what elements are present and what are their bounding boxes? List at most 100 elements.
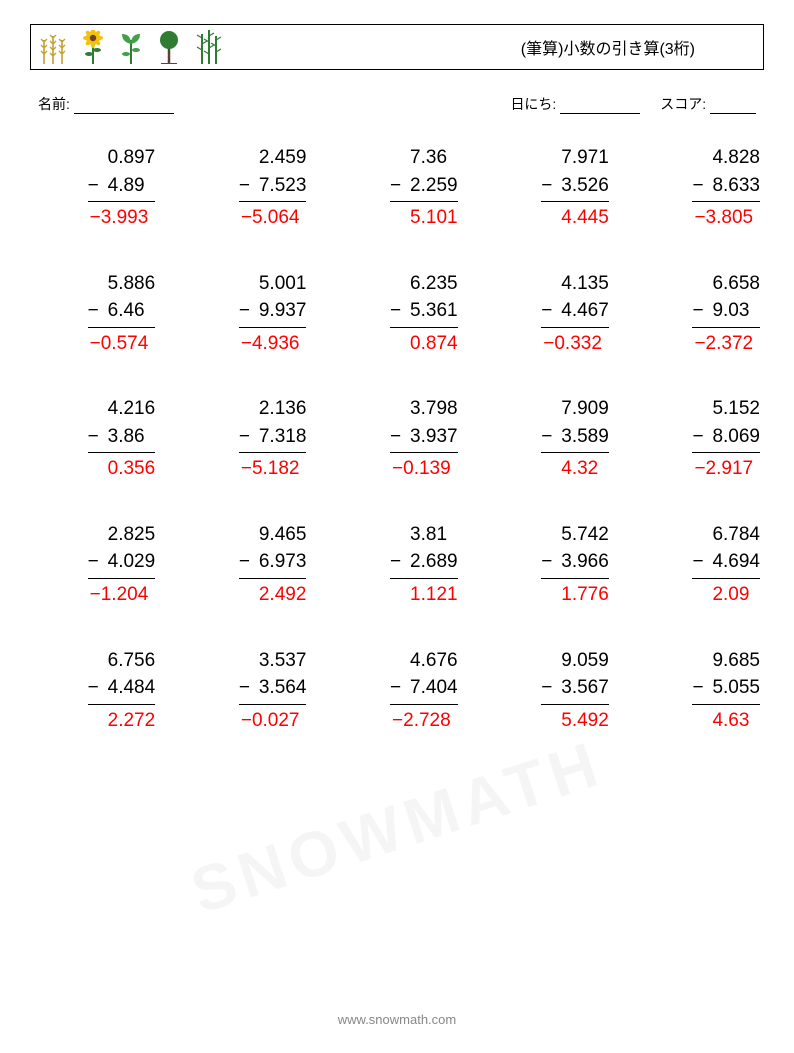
answer: 2.272 bbox=[88, 707, 156, 735]
problem: 5.001−9.937−4.936 bbox=[185, 270, 306, 358]
rule-line bbox=[390, 327, 458, 328]
name-label: 名前: bbox=[38, 96, 70, 112]
subtrahend-row: −4.467 bbox=[541, 297, 609, 325]
rule-line bbox=[239, 704, 307, 705]
minus-sign: − bbox=[88, 423, 108, 451]
minuend: 5.152 bbox=[692, 395, 760, 423]
score-underline bbox=[710, 99, 756, 114]
answer: −0.332 bbox=[541, 330, 609, 358]
minuend: 7.36 bbox=[390, 144, 458, 172]
subtrahend: 2.259 bbox=[410, 172, 458, 200]
minuend: 3.81 bbox=[390, 521, 458, 549]
rule-line bbox=[692, 704, 760, 705]
title-box: (筆算)小数の引き算(3桁) bbox=[30, 24, 764, 70]
problem: 3.537−3.564−0.027 bbox=[185, 647, 306, 735]
subtrahend-row: −5.055 bbox=[692, 674, 760, 702]
problem: 7.36−2.2595.101 bbox=[336, 144, 457, 232]
subtrahend-row: −3.567 bbox=[541, 674, 609, 702]
problem: 2.136−7.318 −5.182 bbox=[185, 395, 306, 483]
subtrahend-row: −2.259 bbox=[390, 172, 458, 200]
subtrahend-row: −3.526 bbox=[541, 172, 609, 200]
rule-line bbox=[239, 327, 307, 328]
minuend: 3.798 bbox=[390, 395, 458, 423]
problem: 9.059−3.5675.492 bbox=[488, 647, 609, 735]
rule-line bbox=[692, 578, 760, 579]
minuend: 4.828 bbox=[692, 144, 760, 172]
problem: 2.459−7.523−5.064 bbox=[185, 144, 306, 232]
minuend: 9.685 bbox=[692, 647, 760, 675]
round-tree-icon bbox=[157, 30, 181, 64]
subtrahend: 8.633 bbox=[712, 172, 760, 200]
subtrahend: 7.318 bbox=[259, 423, 307, 451]
minus-sign: − bbox=[88, 297, 108, 325]
subtrahend: 4.467 bbox=[561, 297, 609, 325]
minus-sign: − bbox=[541, 297, 561, 325]
score-field: スコア: bbox=[660, 94, 756, 114]
subtrahend-row: −7.523 bbox=[239, 172, 307, 200]
problem: 7.909−3.5894.32 bbox=[488, 395, 609, 483]
minus-sign: − bbox=[541, 172, 561, 200]
answer: 4.63 bbox=[692, 707, 760, 735]
answer: 4.445 bbox=[541, 204, 609, 232]
subtrahend-row: −6.973 bbox=[239, 548, 307, 576]
answer: −3.805 bbox=[692, 204, 760, 232]
answer: 2.492 bbox=[239, 581, 307, 609]
rule-line bbox=[541, 201, 609, 202]
problem: 4.135−4.467−0.332 bbox=[488, 270, 609, 358]
subtrahend: 5.361 bbox=[410, 297, 458, 325]
minus-sign: − bbox=[692, 423, 712, 451]
icon-row bbox=[39, 30, 223, 64]
minuend: 2.136 bbox=[239, 395, 307, 423]
subtrahend: 3.589 bbox=[561, 423, 609, 451]
answer: 0.874 bbox=[390, 330, 458, 358]
minuend: 7.909 bbox=[541, 395, 609, 423]
problem: 4.828−8.633 −3.805 bbox=[639, 144, 760, 232]
subtrahend-row: −3.966 bbox=[541, 548, 609, 576]
name-underline bbox=[74, 99, 174, 114]
rule-line bbox=[390, 201, 458, 202]
problem: 9.685−5.055 4.63 bbox=[639, 647, 760, 735]
subtrahend-row: −7.318 bbox=[239, 423, 307, 451]
minus-sign: − bbox=[692, 172, 712, 200]
minuend: 5.001 bbox=[239, 270, 307, 298]
subtrahend: 6.973 bbox=[259, 548, 307, 576]
minuend: 2.459 bbox=[239, 144, 307, 172]
answer: −0.574 bbox=[88, 330, 156, 358]
answer: −5.182 bbox=[239, 455, 307, 483]
subtrahend: 3.966 bbox=[561, 548, 609, 576]
minuend: 7.971 bbox=[541, 144, 609, 172]
minuend: 4.676 bbox=[390, 647, 458, 675]
subtrahend-row: −3.86 bbox=[88, 423, 156, 451]
footer-url: www.snowmath.com bbox=[0, 1012, 794, 1027]
subtrahend: 4.484 bbox=[108, 674, 156, 702]
minuend: 6.756 bbox=[88, 647, 156, 675]
rule-line bbox=[88, 704, 156, 705]
minuend: 4.216 bbox=[88, 395, 156, 423]
problem: 4.676−7.404−2.728 bbox=[336, 647, 457, 735]
answer: −0.027 bbox=[239, 707, 307, 735]
worksheet-page: (筆算)小数の引き算(3桁) 名前: 日にち: スコア: 0.897−4.89−… bbox=[0, 0, 794, 734]
answer: 2.09 bbox=[692, 581, 760, 609]
subtrahend-row: −9.937 bbox=[239, 297, 307, 325]
minus-sign: − bbox=[239, 297, 259, 325]
minus-sign: − bbox=[692, 674, 712, 702]
rule-line bbox=[390, 704, 458, 705]
subtrahend: 2.689 bbox=[410, 548, 458, 576]
minuend: 5.886 bbox=[88, 270, 156, 298]
date-field: 日にち: bbox=[510, 94, 640, 114]
problem: 4.216−3.860.356 bbox=[34, 395, 155, 483]
minus-sign: − bbox=[390, 423, 410, 451]
subtrahend: 4.694 bbox=[712, 548, 760, 576]
subtrahend: 8.069 bbox=[712, 423, 760, 451]
minus-sign: − bbox=[692, 297, 712, 325]
bamboo-icon bbox=[195, 30, 223, 64]
rule-line bbox=[239, 578, 307, 579]
subtrahend: 3.526 bbox=[561, 172, 609, 200]
problem: 0.897−4.89−3.993 bbox=[34, 144, 155, 232]
subtrahend: 4.029 bbox=[108, 548, 156, 576]
subtrahend: 3.567 bbox=[561, 674, 609, 702]
problem: 6.235−5.3610.874 bbox=[336, 270, 457, 358]
problem: 5.886−6.46−0.574 bbox=[34, 270, 155, 358]
answer: 1.776 bbox=[541, 581, 609, 609]
watermark: SNOWMATH bbox=[182, 726, 611, 928]
